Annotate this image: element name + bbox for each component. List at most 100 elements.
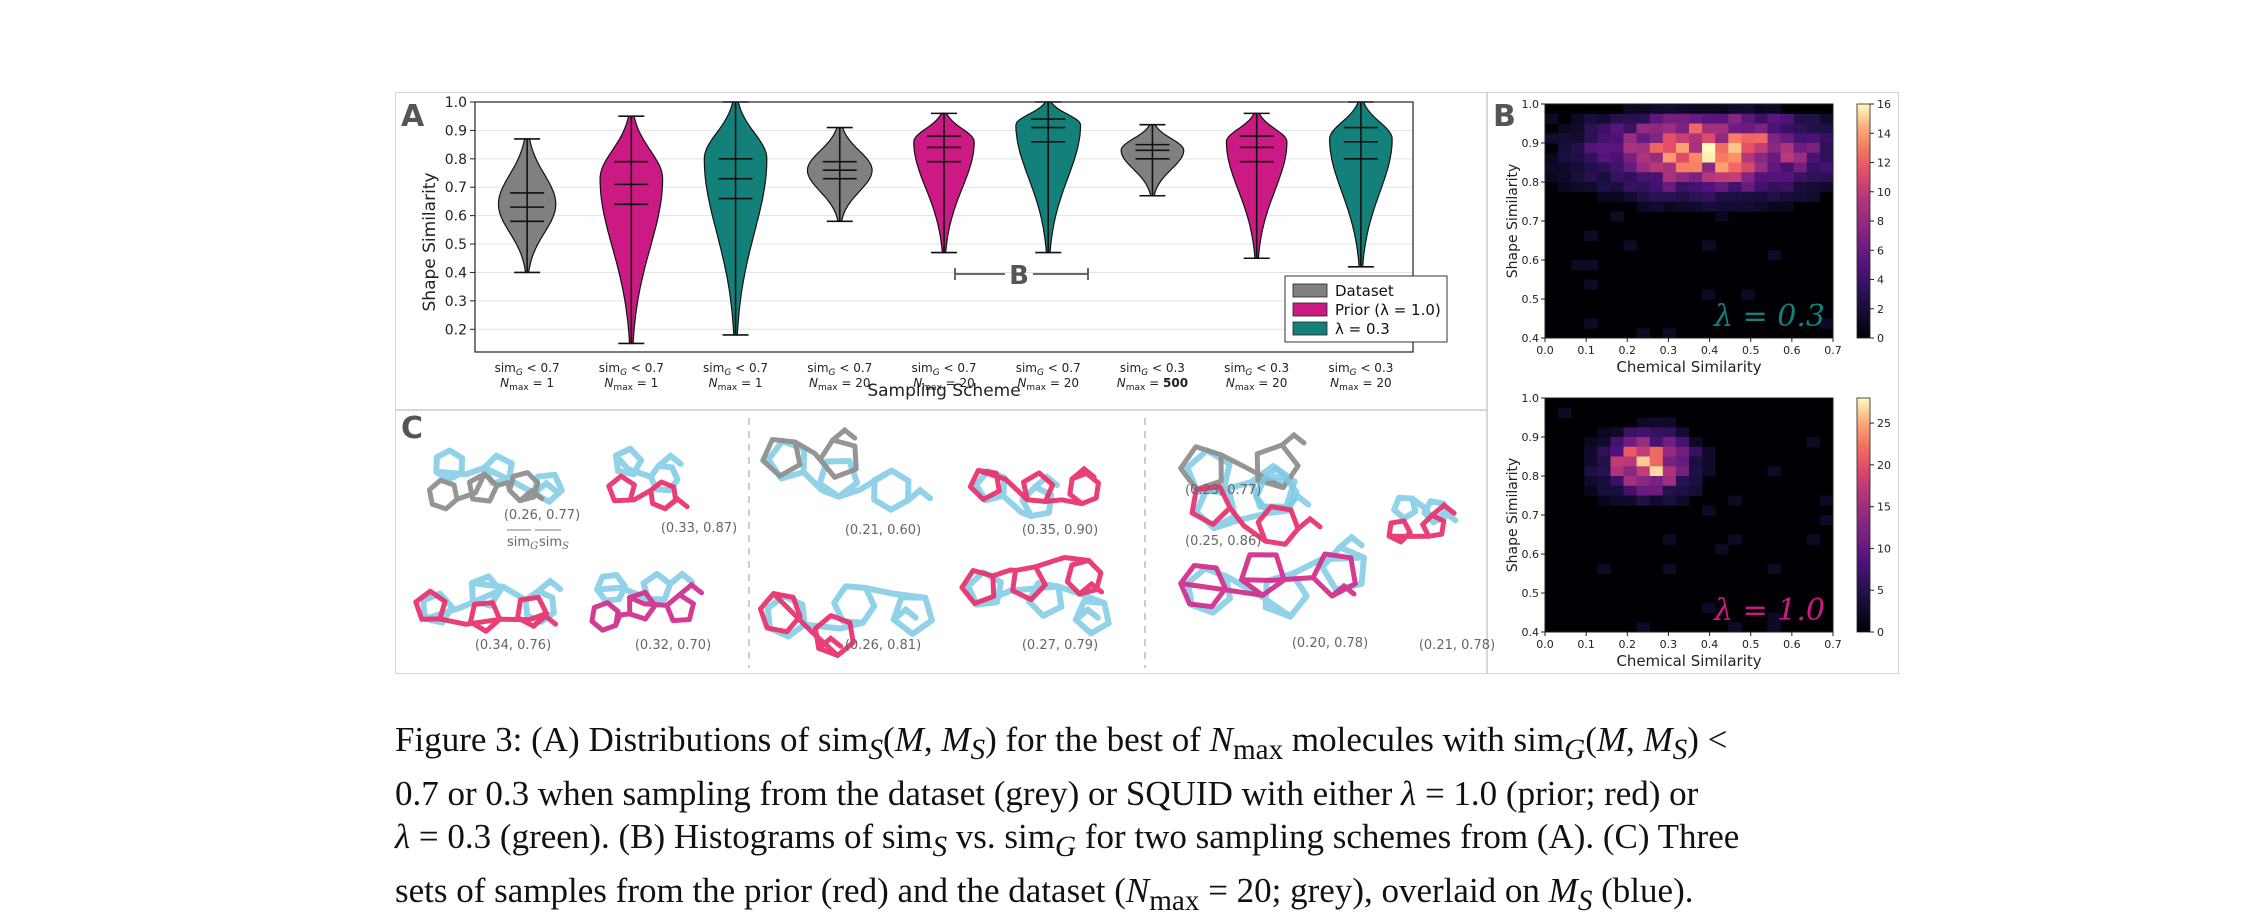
molecule: [1386, 501, 1457, 545]
xcat-sim: simG < 0.7: [599, 361, 664, 378]
heatmap-cell: [1636, 113, 1651, 124]
figure-caption: Figure 3: (A) Distributions of simS(M, M…: [395, 718, 1903, 923]
heatmap-cell: [1675, 437, 1690, 448]
heatmap-cell: [1728, 172, 1742, 183]
heatmap-cell: [1636, 104, 1651, 115]
heatmap-cell: [1741, 191, 1755, 202]
heatmap-cell: [1662, 456, 1677, 467]
heatmap-cell: [1584, 456, 1598, 467]
heatmap-cell: [1819, 172, 1834, 183]
heatmap-cell: [1689, 123, 1703, 134]
panel-b-letter: B: [1493, 99, 1516, 134]
similarity-label: (0.21, 0.78): [1419, 638, 1495, 653]
heatmap-ytick: 0.7: [1522, 215, 1540, 228]
heatmap-cell: [1715, 182, 1729, 193]
heatmap-cell: [1636, 466, 1651, 477]
heatmap-cell: [1597, 476, 1611, 487]
heatmap-cell: [1662, 104, 1677, 115]
similarity-label: (0.26, 0.77): [504, 508, 580, 523]
violin-5: [913, 112, 975, 254]
heatmap-cell: [1649, 123, 1664, 134]
heatmap-xtick: 0.6: [1783, 638, 1801, 651]
heatmap-lambda-0.3: 0.0 0.1 0.2 0.3 0.4 0.5 0.6 0.7 1.0 0.9 0.8 0.7 0.6 0…: [1505, 98, 1891, 376]
heatmap-cell: [1571, 143, 1585, 154]
similarity-label: (0.27, 0.79): [1022, 638, 1098, 653]
heatmap-cell: [1584, 279, 1598, 290]
xcat-sim: simG < 0.7: [911, 361, 976, 378]
heatmap-xtick: 0.3: [1660, 638, 1678, 651]
heatmap-cell: [1623, 172, 1637, 183]
heatmap-cell: [1636, 201, 1651, 212]
heatmap-cell: [1689, 133, 1703, 144]
panel-a-letter: A: [401, 99, 425, 134]
heatmap-cell: [1675, 133, 1690, 144]
ytick-label: 0.6: [445, 209, 467, 225]
heatmap-cell: [1780, 172, 1795, 183]
heatmap-cell: [1636, 182, 1651, 193]
heatmap-cell: [1754, 113, 1768, 124]
heatmap-ytick: 1.0: [1522, 392, 1540, 405]
heatmap-cell: [1623, 191, 1637, 202]
heatmap-cell: [1584, 133, 1598, 144]
heatmap-cell: [1715, 113, 1729, 124]
heatmap-xtick: 0.0: [1536, 344, 1554, 357]
heatmap-cell: [1558, 182, 1572, 193]
heatmap-cell: [1819, 123, 1834, 134]
heatmap-cell: [1741, 152, 1755, 163]
heatmap-cell: [1689, 466, 1703, 477]
heatmap-cell: [1767, 612, 1781, 623]
heatmap-cell: [1702, 104, 1716, 115]
heatmap-cell: [1754, 143, 1768, 154]
heatmap-cell: [1636, 427, 1651, 438]
heatmap-cell: [1597, 446, 1611, 457]
heatmap-cell: [1689, 172, 1703, 183]
heatmap-cell: [1780, 201, 1795, 212]
caption-line-4: sets of samples from the prior (red) and…: [395, 871, 1694, 917]
heatmap-cell: [1649, 417, 1664, 428]
colorbar-tick: 10: [1877, 186, 1891, 199]
heatmap-cell: [1806, 152, 1821, 163]
colorbar-tick: 0: [1877, 626, 1884, 639]
heatmap-cell: [1597, 466, 1611, 477]
heatmap-cell: [1610, 123, 1624, 134]
heatmap-cell: [1715, 191, 1729, 202]
heatmap-cell: [1675, 495, 1690, 506]
heatmap-cell: [1597, 563, 1611, 574]
heatmap-cell: [1728, 123, 1742, 134]
heatmap-cell: [1715, 201, 1729, 212]
heatmap-cell: [1623, 427, 1637, 438]
caption-line-3: λ = 0.3 (green). (B) Histograms of simS …: [395, 817, 1740, 863]
heatmap-cell: [1571, 133, 1585, 144]
heatmap-cell: [1754, 172, 1768, 183]
heatmap-cell: [1767, 152, 1781, 163]
molecule: [413, 588, 559, 634]
heatmap-cell: [1819, 182, 1834, 193]
heatmap-cell: [1675, 172, 1690, 183]
heatmap-cell: [1623, 133, 1637, 144]
xcat-sim: simG < 0.3: [1120, 361, 1185, 378]
caption-line-2: 0.7 or 0.3 when sampling from the datase…: [395, 774, 1699, 813]
heatmap-cell: [1662, 172, 1677, 183]
heatmap-cell: [1689, 485, 1703, 496]
heatmap-cell: [1649, 143, 1664, 154]
similarity-label: (0.20, 0.78): [1292, 636, 1368, 651]
heatmap-cell: [1623, 446, 1637, 457]
heatmap-cell: [1702, 201, 1716, 212]
heatmap-cell: [1728, 152, 1742, 163]
heatmap-lambda-1.0: 0.0 0.1 0.2 0.3 0.4 0.5 0.6 0.7 1.0 0.9 0.8 0.7 0.6 0…: [1505, 392, 1891, 670]
heatmap-cell: [1662, 123, 1677, 134]
heatmap-cell: [1662, 143, 1677, 154]
heatmap-cell: [1662, 534, 1677, 545]
heatmap-cell: [1584, 437, 1598, 448]
heatmap-cell: [1806, 172, 1821, 183]
heatmap-cell: [1662, 162, 1677, 173]
heatmap-cell: [1649, 427, 1664, 438]
colorbar-tick: 20: [1877, 459, 1891, 472]
heatmap-ytick: 0.8: [1522, 470, 1540, 483]
heatmap-cell: [1702, 133, 1716, 144]
panel-a-violin-chart: A Shape Similarity 1.0 0.9 0.8 0.7 0.6 0.5 0.4…: [401, 95, 1448, 401]
heatmap-cell: [1610, 182, 1624, 193]
molecule: [613, 445, 684, 494]
heatmap-cell: [1636, 123, 1651, 134]
ytick-label: 0.3: [445, 294, 467, 310]
